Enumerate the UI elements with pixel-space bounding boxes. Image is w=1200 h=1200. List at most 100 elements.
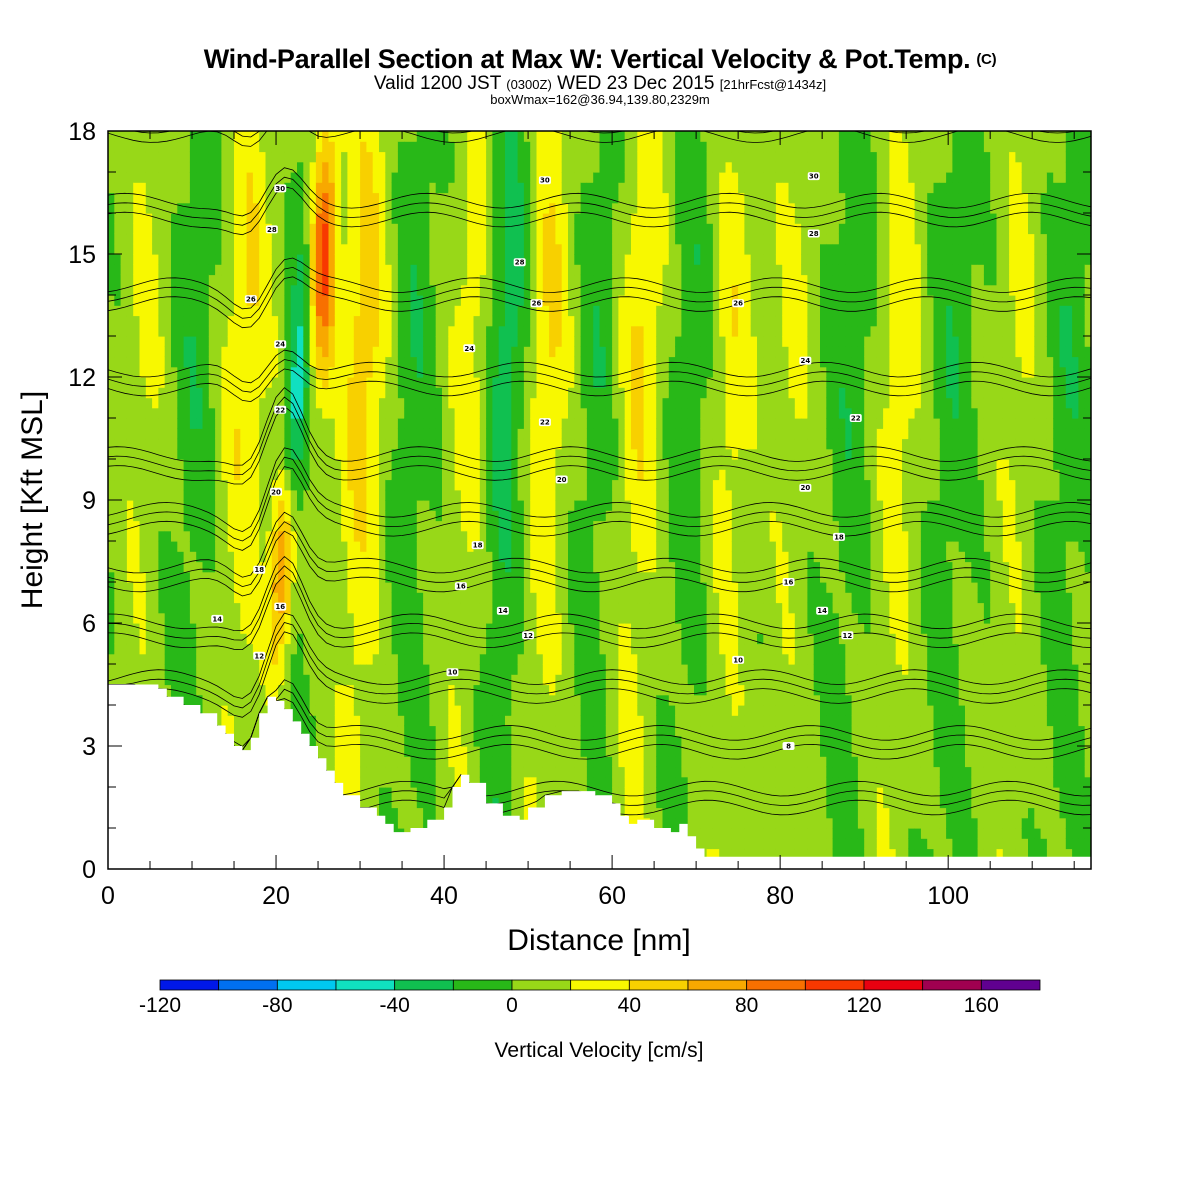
field-cell	[530, 664, 538, 675]
field-cell	[397, 387, 405, 399]
field-cell	[215, 295, 222, 306]
field-cell	[139, 571, 147, 583]
field-cell	[145, 325, 153, 337]
field-cell	[309, 243, 317, 255]
field-cell	[454, 418, 462, 429]
field-cell	[498, 182, 506, 194]
field-cell	[120, 131, 128, 142]
field-cell	[492, 407, 500, 419]
field-cell	[479, 407, 487, 419]
field-cell	[517, 182, 525, 194]
field-cell	[328, 428, 336, 440]
field-cell	[120, 346, 128, 358]
field-cell	[505, 510, 512, 522]
field-cell	[322, 520, 330, 532]
field-cell	[145, 428, 153, 440]
field-cell	[353, 223, 361, 235]
field-cell	[309, 664, 317, 675]
field-cell	[379, 653, 386, 665]
field-cell	[498, 582, 506, 593]
field-cell	[341, 346, 348, 358]
field-cell	[259, 264, 267, 276]
field-cell	[372, 233, 380, 245]
field-cell	[271, 469, 279, 481]
field-cell	[486, 448, 493, 460]
field-cell	[442, 756, 449, 768]
field-cell	[252, 131, 260, 142]
field-cell	[498, 623, 506, 634]
field-cell	[177, 325, 185, 337]
field-cell	[347, 377, 355, 388]
field-cell	[158, 202, 166, 214]
field-cell	[328, 161, 336, 173]
field-cell	[133, 131, 141, 142]
field-cell	[164, 612, 172, 624]
field-cell	[391, 213, 399, 224]
field-cell	[498, 284, 506, 296]
field-cell	[265, 438, 273, 450]
field-cell	[183, 295, 191, 306]
field-cell	[259, 192, 267, 204]
field-cell	[246, 438, 254, 450]
field-cell	[492, 602, 500, 614]
field-cell	[366, 315, 374, 327]
field-cell	[423, 705, 430, 716]
field-cell	[215, 469, 222, 481]
field-cell	[309, 223, 317, 235]
field-cell	[145, 582, 153, 593]
field-cell	[158, 151, 166, 163]
field-cell	[530, 684, 538, 696]
field-cell	[498, 653, 506, 665]
field-cell	[498, 592, 506, 604]
field-cell	[435, 551, 443, 563]
field-cell	[234, 674, 241, 686]
field-cell	[505, 325, 512, 337]
field-cell	[177, 438, 185, 450]
field-cell	[517, 305, 525, 317]
field-cell	[379, 336, 386, 347]
field-cell	[379, 192, 386, 204]
field-cell	[385, 623, 393, 634]
field-cell	[391, 787, 399, 798]
field-cell	[391, 510, 399, 522]
field-cell	[397, 582, 405, 593]
field-cell	[479, 325, 487, 337]
field-cell	[498, 694, 506, 706]
field-cell	[322, 725, 330, 737]
field-cell	[196, 551, 204, 563]
field-cell	[379, 397, 386, 409]
field-cell	[202, 653, 210, 665]
field-cell	[290, 192, 298, 204]
field-cell	[246, 653, 254, 665]
field-cell	[259, 705, 267, 716]
field-cell	[372, 284, 380, 296]
field-cell	[215, 356, 222, 368]
field-cell	[523, 787, 531, 798]
field-cell	[366, 161, 374, 173]
field-cell	[252, 664, 260, 675]
field-cell	[341, 192, 348, 204]
field-cell	[334, 725, 342, 737]
field-cell	[429, 479, 437, 491]
field-cell	[126, 407, 134, 419]
field-cell	[416, 141, 424, 153]
field-cell	[379, 592, 386, 604]
field-cell	[341, 202, 348, 214]
field-cell	[322, 192, 330, 204]
field-cell	[246, 336, 254, 347]
field-cell	[215, 643, 222, 655]
field-cell	[404, 592, 412, 604]
field-cell	[315, 151, 323, 163]
field-cell	[177, 664, 185, 675]
field-cell	[366, 202, 374, 214]
field-cell	[379, 315, 386, 327]
field-cell	[196, 151, 204, 163]
field-cell	[297, 551, 304, 563]
field-cell	[460, 551, 468, 563]
field-cell	[177, 582, 185, 593]
field-cell	[423, 223, 430, 235]
field-cell	[309, 520, 317, 532]
field-cell	[341, 561, 348, 573]
field-cell	[246, 233, 254, 245]
